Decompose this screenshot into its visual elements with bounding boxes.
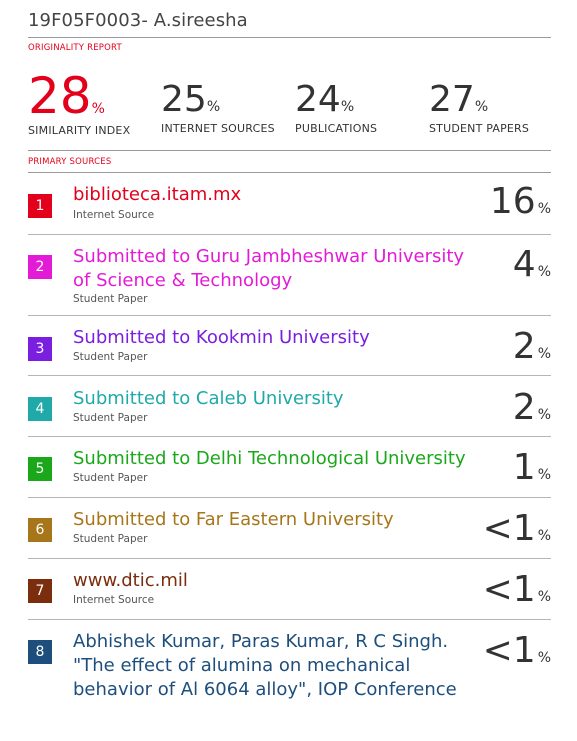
- source-percentage: <1%: [483, 630, 551, 671]
- row-divider: [28, 558, 551, 559]
- stat-label: INTERNET SOURCES: [161, 122, 275, 135]
- pct-value: <1: [482, 630, 536, 671]
- pct-sign: %: [537, 528, 551, 544]
- originality-report-label: ORIGINALITY REPORT: [28, 43, 122, 53]
- stat-value: 27: [429, 79, 475, 120]
- source-type: Student Paper: [73, 412, 148, 424]
- divider: [28, 172, 551, 173]
- source-percentage: <1%: [483, 508, 551, 549]
- source-title[interactable]: Submitted to Guru Jambheshwar University…: [73, 246, 465, 291]
- pct-value: 4: [512, 244, 536, 285]
- source-number-badge: 1: [28, 194, 52, 218]
- pct-sign: %: [537, 407, 551, 423]
- source-percentage: 1%: [513, 447, 551, 488]
- source-percentage: 4%: [513, 244, 551, 285]
- source-title[interactable]: Submitted to Kookmin University: [73, 327, 370, 348]
- source-number-badge: 5: [28, 457, 52, 481]
- stat-value: 25: [161, 79, 207, 120]
- source-number-badge: 6: [28, 518, 52, 542]
- stat-pct: %: [206, 99, 221, 115]
- source-percentage: 2%: [513, 387, 551, 428]
- stat-label: SIMILARITY INDEX: [28, 124, 131, 137]
- source-title[interactable]: Abhishek Kumar, Paras Kumar, R C Singh. …: [73, 631, 457, 700]
- source-title[interactable]: Submitted to Far Eastern University: [73, 509, 394, 530]
- source-number-badge: 7: [28, 579, 52, 603]
- stat-pct: %: [474, 99, 489, 115]
- source-type: Student Paper: [73, 533, 148, 545]
- source-title[interactable]: biblioteca.itam.mx: [73, 184, 242, 205]
- pct-sign: %: [537, 264, 551, 280]
- row-divider: [28, 436, 551, 437]
- source-title[interactable]: www.dtic.mil: [73, 570, 188, 591]
- source-number-badge: 8: [28, 640, 52, 664]
- source-type: Student Paper: [73, 472, 148, 484]
- primary-sources-label: PRIMARY SOURCES: [28, 157, 112, 167]
- stat-internet-sources: 25% INTERNET SOURCES: [161, 79, 275, 136]
- pct-value: 1: [512, 447, 536, 488]
- source-type: Student Paper: [73, 293, 148, 305]
- stat-label: PUBLICATIONS: [295, 122, 378, 135]
- source-number-badge: 3: [28, 337, 52, 361]
- source-title[interactable]: Submitted to Delhi Technological Univers…: [73, 448, 466, 469]
- source-type: Internet Source: [73, 209, 155, 221]
- pct-value: 2: [512, 387, 536, 428]
- stat-label: STUDENT PAPERS: [429, 122, 530, 135]
- pct-value: <1: [482, 508, 536, 549]
- pct-value: 2: [512, 326, 536, 367]
- source-title[interactable]: Submitted to Caleb University: [73, 388, 344, 409]
- stat-pct: %: [91, 101, 105, 117]
- source-type: Student Paper: [73, 351, 148, 363]
- source-percentage: <1%: [483, 569, 551, 610]
- pct-value: 16: [489, 181, 536, 222]
- pct-sign: %: [537, 650, 551, 666]
- row-divider: [28, 375, 551, 376]
- source-number-badge: 2: [28, 255, 52, 279]
- row-divider: [28, 619, 551, 620]
- stat-similarity-index: 28% SIMILARITY INDEX: [28, 70, 130, 137]
- stat-student-papers: 27% STUDENT PAPERS: [429, 79, 530, 136]
- source-type: Internet Source: [73, 594, 155, 606]
- pct-sign: %: [537, 201, 551, 217]
- row-divider: [28, 315, 551, 316]
- document-title: 19F05F0003- A.sireesha: [28, 10, 248, 31]
- stat-value: 24: [295, 79, 341, 120]
- pct-value: <1: [482, 569, 536, 610]
- pct-sign: %: [537, 346, 551, 362]
- divider: [28, 150, 551, 151]
- stat-value: 28: [28, 67, 92, 125]
- row-divider: [28, 497, 551, 498]
- source-percentage: 16%: [490, 181, 551, 222]
- stat-publications: 24% PUBLICATIONS: [295, 79, 378, 136]
- divider: [28, 37, 551, 38]
- source-number-badge: 4: [28, 397, 52, 421]
- pct-sign: %: [537, 589, 551, 605]
- source-percentage: 2%: [513, 326, 551, 367]
- row-divider: [28, 234, 551, 235]
- stat-pct: %: [340, 99, 355, 115]
- pct-sign: %: [537, 467, 551, 483]
